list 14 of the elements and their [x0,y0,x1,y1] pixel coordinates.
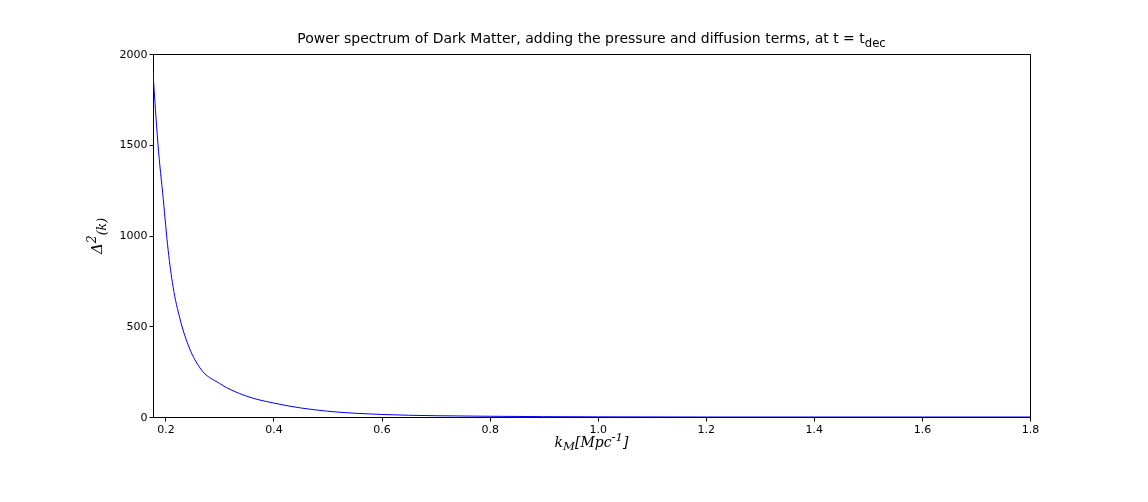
x-tick-label: 0.2 [157,422,175,436]
x-tick-label: 1.8 [1021,422,1040,436]
x-tick-label: 0.4 [265,422,283,436]
x-tick-label: 1.4 [805,422,824,436]
y-tick-label: 1000 [119,229,148,242]
x-tick-label: 0.8 [481,422,499,436]
x-tick-label: 1.2 [697,422,716,436]
y-tick-label: 1500 [119,138,148,152]
y-tick-label: 500 [126,319,148,333]
y-tick-label: 2000 [119,47,148,61]
chart-title: Power spectrum of Dark Matter, adding the pressure and diffusion terms, at t = t$_{dec}$ [296,30,887,50]
x-tick-label: 0.6 [373,422,391,436]
y-tick-label: 0 [140,410,148,424]
x-tick-label: 1.6 [913,422,932,436]
